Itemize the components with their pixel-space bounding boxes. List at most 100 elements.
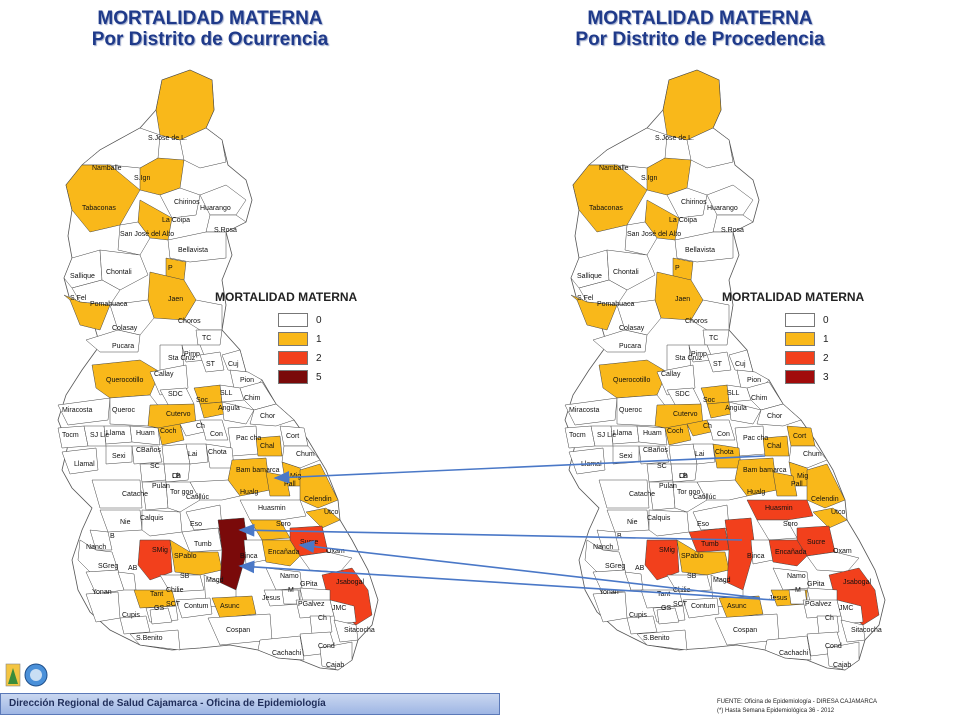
district-shape (119, 615, 151, 635)
district-label: Pall (284, 481, 296, 488)
district-shape (221, 401, 255, 425)
district-label: Huam (643, 430, 662, 437)
source-line-1: FUENTE: Oficina de Epidemiología - DIRES… (717, 699, 878, 705)
district-label: Tor goo (170, 489, 193, 496)
district-label: Sallique (577, 273, 602, 280)
district-label: Pac cha (236, 435, 261, 442)
district-label: Calquis (140, 515, 164, 522)
district-shape (592, 591, 628, 623)
district-label: M (288, 587, 294, 594)
district-shape (656, 364, 696, 396)
district-label: SC (657, 463, 667, 470)
district-label: Catillúc (693, 494, 716, 501)
legend-item-3: 3 (785, 370, 829, 384)
district-shape (648, 509, 690, 537)
district-label: Cajab (833, 662, 851, 669)
district-label: Magd (713, 577, 731, 584)
district-label: Sallique (70, 273, 95, 280)
district-label: S.Rosa (721, 227, 744, 234)
district-label: Coch (667, 428, 683, 435)
district-label: Choros (685, 318, 708, 325)
district-label: Sitacocha (851, 627, 882, 634)
legend-value: 1 (823, 333, 829, 345)
district-shape (117, 221, 151, 256)
legend-swatch (785, 351, 815, 365)
district-shape (167, 231, 227, 263)
district-label: Lai (695, 451, 705, 458)
district-label: GS (661, 605, 671, 612)
district-label: Chim (751, 395, 768, 402)
district-label: Cort (286, 433, 299, 440)
legend-value: 3 (823, 371, 829, 383)
district-label: Cupis (122, 612, 140, 619)
district-label: Hualg (240, 489, 258, 496)
district-label: Pucara (112, 343, 134, 350)
district-shape (712, 214, 754, 233)
district-label: La Coipa (162, 217, 190, 224)
district-shape (211, 595, 257, 619)
district-shape (706, 351, 732, 373)
district-shape (756, 403, 802, 427)
district-label: Cospan (226, 627, 250, 634)
legend-swatch (785, 313, 815, 327)
district-label: Sucre (807, 539, 825, 546)
district-shape (626, 615, 658, 635)
district-label: Cutervo (166, 411, 191, 418)
district-label: Tocm (569, 432, 586, 439)
district-label: Utco (324, 509, 339, 516)
district-label: Cachachi (779, 650, 809, 657)
district-shape (159, 574, 205, 593)
legend-item-2: 2 (278, 351, 322, 365)
district-label: Sitacocha (344, 627, 375, 634)
district-label: JMC (332, 605, 346, 612)
district-label: Con (717, 431, 730, 438)
district-label: Ch (172, 473, 181, 480)
district-label: SGreg (605, 563, 625, 570)
district-shape (672, 481, 708, 513)
district-shape (616, 299, 662, 336)
diresa-logo-icon (5, 663, 48, 687)
legend-title: MORTALIDAD MATERNA (215, 290, 358, 304)
district-shape (199, 351, 225, 373)
district-shape (185, 443, 209, 465)
district-shape (329, 599, 357, 625)
district-label: Con (210, 431, 223, 438)
district-label: Sexi (619, 453, 633, 460)
district-label: TC (709, 335, 718, 342)
district-label: Oxam (833, 548, 852, 555)
district-label: Calquis (647, 515, 671, 522)
district-label: Chontali (106, 269, 132, 276)
district-label: SPablo (174, 553, 197, 560)
right-map-procedencia: S.Jose de L. Namballe S.Ign Tabaconas Chirin… (564, 69, 886, 671)
district-label: B (110, 533, 115, 540)
district-label: Cutervo (673, 411, 698, 418)
district-shape (81, 127, 161, 169)
district-shape (165, 481, 201, 513)
district-label: Pimp (691, 351, 707, 358)
district-label: Miracosta (569, 407, 599, 414)
left-map-ocurrencia: S.Jose de L. Namballe S.Ign Tabaconas Chirin… (57, 69, 379, 671)
district-label: CBaños (136, 447, 161, 454)
legend-item-0: 0 (278, 313, 322, 327)
district-shape (89, 529, 113, 551)
district-shape (806, 463, 846, 509)
district-label: Chontali (613, 269, 639, 276)
district-label: Celendin (304, 496, 332, 503)
district-label: Binca (747, 553, 765, 560)
district-label: Yonan (92, 589, 112, 596)
district-label: Binca (240, 553, 258, 560)
district-shape (281, 445, 321, 469)
district-label: S.Jose de L. (655, 135, 694, 142)
district-label: S.Ign (641, 175, 657, 182)
legend-item-0: 0 (785, 313, 829, 327)
district-shape (195, 329, 223, 346)
district-label: P (168, 265, 173, 272)
district-shape (728, 401, 762, 425)
district-shape (836, 599, 864, 625)
district-label: SJ Lic (90, 432, 110, 439)
district-label: Tocm (62, 432, 79, 439)
district-label: Bellavista (685, 247, 715, 254)
district-label: SJ Lic (597, 432, 617, 439)
district-label: Ch (825, 615, 834, 622)
district-label: Cort (793, 433, 806, 440)
